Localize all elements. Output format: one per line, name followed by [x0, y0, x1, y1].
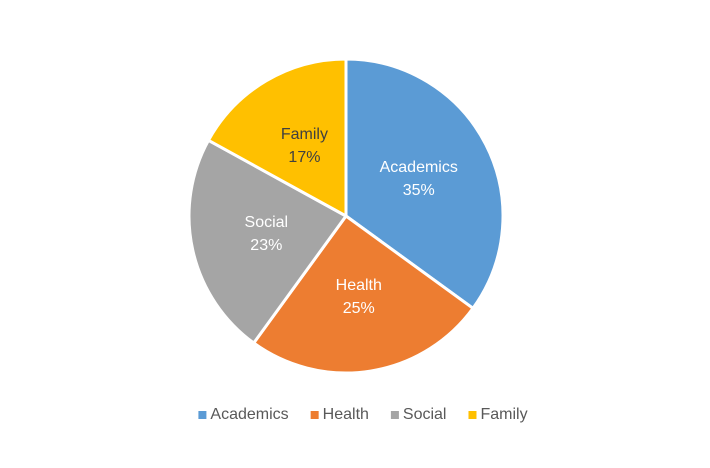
slice-value-label: 35% [403, 182, 435, 199]
legend-marker [390, 411, 399, 419]
slice-category-label: Social [245, 214, 289, 231]
pie [187, 57, 505, 375]
slice-value-label: 23% [250, 237, 282, 254]
legend-label: Academics [210, 406, 288, 423]
slice-value-label: 17% [288, 149, 320, 166]
pie-slice [344, 57, 505, 310]
pie-slice [252, 214, 475, 375]
slice-value-label: 25% [343, 300, 375, 317]
legend-marker [468, 411, 477, 419]
slice-category-label: Family [281, 126, 328, 143]
legend-marker [198, 411, 207, 419]
pie-slice [206, 57, 348, 218]
legend-label: Family [480, 406, 527, 423]
pie-slice [187, 138, 348, 345]
legend-label: Health [323, 406, 369, 423]
legend-label: Social [403, 406, 447, 423]
slice-category-label: Academics [380, 159, 458, 176]
legend: Academics Health Social Family [198, 406, 528, 423]
slice-category-label: Health [336, 277, 382, 294]
data-labels: Academics 35% Health 25% Social 23% Family 17% [245, 126, 458, 317]
legend-marker [310, 411, 319, 419]
